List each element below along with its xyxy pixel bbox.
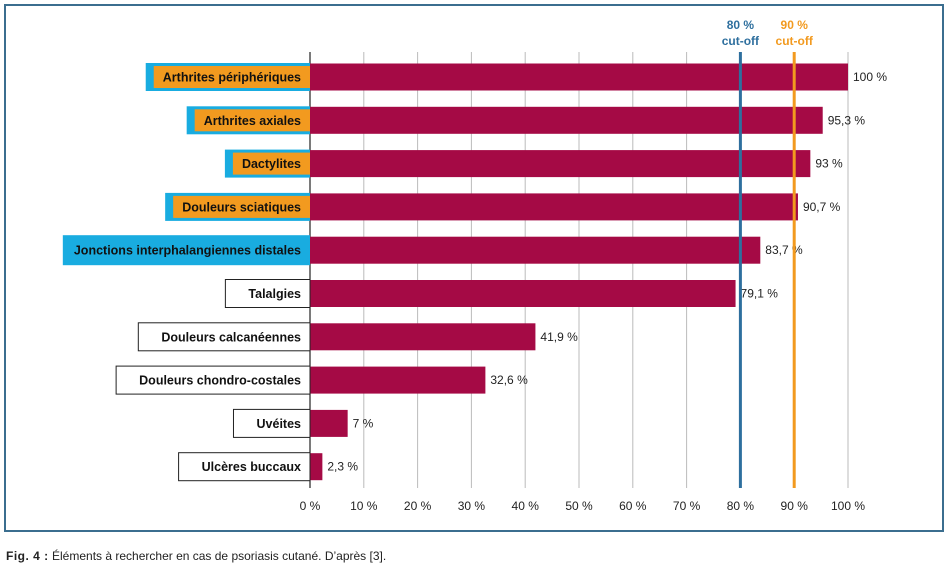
value-label-4: 90,7 % xyxy=(803,200,841,214)
x-tick-label-9: 90 % xyxy=(781,499,809,513)
value-label-1: 100 % xyxy=(853,70,887,84)
value-label-7: 41,9 % xyxy=(540,330,578,344)
category-box-5 xyxy=(62,235,310,266)
category-box-8 xyxy=(115,365,311,395)
figure-number: Fig. 4 : xyxy=(6,549,49,563)
bar-1 xyxy=(310,63,848,91)
value-label-10: 2,3 % xyxy=(327,460,358,474)
category-box-2 xyxy=(194,109,310,132)
bar-9 xyxy=(310,409,348,437)
x-tick-label-7: 70 % xyxy=(673,499,701,513)
x-tick-label-0: 0 % xyxy=(300,499,321,513)
category-box-1 xyxy=(153,66,310,88)
value-label-5: 83,7 % xyxy=(765,243,803,257)
category-box-10 xyxy=(178,452,311,482)
category-label-2: Arthrites axiales xyxy=(204,114,301,128)
x-tick-label-10: 100 % xyxy=(831,499,865,513)
figure-caption-text: Éléments à rechercher en cas de psoriasi… xyxy=(52,549,387,563)
figure-caption: Fig. 4 : Éléments à rechercher en cas de… xyxy=(6,549,386,563)
cutoff-label-90-value: 90 % xyxy=(781,18,809,32)
x-tick-label-1: 10 % xyxy=(350,499,378,513)
x-tick-label-4: 40 % xyxy=(512,499,540,513)
x-tick-label-3: 30 % xyxy=(458,499,486,513)
x-tick-label-8: 80 % xyxy=(727,499,755,513)
value-label-9: 7 % xyxy=(353,416,374,430)
x-tick-label-5: 50 % xyxy=(565,499,593,513)
cutoff-label-90-text: cut-off xyxy=(776,34,814,48)
x-tick-label-6: 60 % xyxy=(619,499,647,513)
category-label-3: Dactylites xyxy=(242,157,301,171)
bar-6 xyxy=(310,280,736,307)
bar-5 xyxy=(310,236,761,264)
category-box-7 xyxy=(137,322,311,352)
x-tick-label-2: 20 % xyxy=(404,499,432,513)
category-label-6: Talalgies xyxy=(248,287,301,301)
bar-chart: 100 % Arthrites périphériques 95,3 % Arthri… xyxy=(62,18,887,513)
category-box-9 xyxy=(232,408,311,438)
category-label-9: Uvéites xyxy=(257,417,302,431)
bar-10 xyxy=(310,453,323,481)
bar-8 xyxy=(310,366,486,394)
category-label-1: Arthrites périphériques xyxy=(163,71,301,85)
category-label-7: Douleurs calcanéennes xyxy=(161,330,301,344)
bar-4 xyxy=(310,193,798,221)
category-label-5: Jonctions interphalangiennes distales xyxy=(74,244,301,258)
value-label-6: 79,1 % xyxy=(741,287,779,301)
category-label-4: Douleurs sciatiques xyxy=(182,200,301,214)
category-box-3 xyxy=(232,152,310,175)
category-box-4 xyxy=(173,195,310,218)
value-label-3: 93 % xyxy=(815,157,843,171)
bar-2 xyxy=(310,106,823,134)
value-label-8: 32,6 % xyxy=(490,373,528,387)
cutoff-label-80-value: 80 % xyxy=(727,18,755,32)
bar-3 xyxy=(310,150,811,178)
category-box-6 xyxy=(224,279,311,308)
value-label-2: 95,3 % xyxy=(828,113,866,127)
chart-frame xyxy=(4,4,944,532)
category-label-10: Ulcères buccaux xyxy=(202,460,301,474)
category-label-8: Douleurs chondro-costales xyxy=(139,374,301,388)
bar-7 xyxy=(310,323,536,351)
cutoff-label-80-text: cut-off xyxy=(722,34,760,48)
